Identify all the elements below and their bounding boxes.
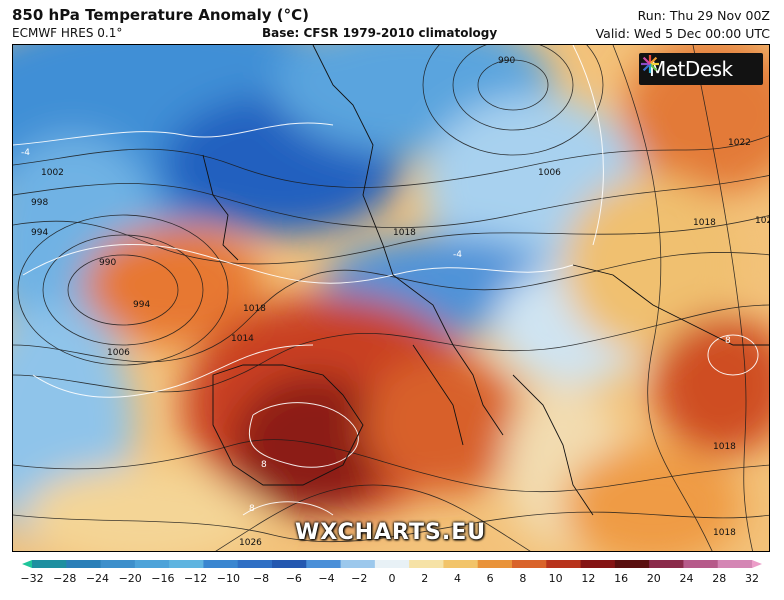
anomaly-map[interactable]: 1002 998 994 990 994 1006 1014 1018 1018 1006 990 1…: [12, 44, 770, 552]
map-contour-label: 1006: [107, 348, 130, 358]
run-time-label: Run: Thu 29 Nov 00Z: [637, 8, 770, 23]
colorbar-segment: [66, 560, 102, 568]
colorbar-tick-label: 8: [519, 572, 527, 585]
colorbar-tick-labels: −32 −28 −24 −20 −16 −12 −10 −8 −6 −4 −2 0 2 4 6 8 10 12 16…: [0, 572, 784, 592]
map-contour-label: 1026: [239, 538, 262, 548]
colorbar-tick-label: 4: [453, 572, 461, 585]
map-contour-label: 1006: [538, 168, 561, 178]
colorbar-segment: [32, 560, 67, 568]
colorbar-tick-label: 32: [745, 572, 759, 585]
colorbar-segment: [614, 560, 650, 568]
colorbar: [22, 560, 762, 568]
metdesk-logo-text: MetDesk: [649, 57, 733, 81]
colorbar-segment: [477, 560, 513, 568]
colorbar-segment: [580, 560, 616, 568]
colorbar-tick-label: 6: [486, 572, 494, 585]
map-contour-label: 1014: [231, 334, 254, 344]
colorbar-tick-label: 2: [421, 572, 429, 585]
colorbar-segment: [203, 560, 239, 568]
model-label: ECMWF HRES 0.1°: [12, 26, 123, 40]
map-contour-label: 8: [725, 336, 731, 346]
colorbar-tick-label: −16: [151, 572, 175, 585]
map-contour-label: 1018: [713, 528, 736, 538]
metdesk-star-icon: [641, 55, 659, 73]
map-contour-label: 8: [249, 504, 255, 514]
valid-time-label: Valid: Wed 5 Dec 00:00 UTC: [595, 26, 770, 41]
colorbar-tick-label: −10: [216, 572, 240, 585]
colorbar-segment: [169, 560, 204, 568]
colorbar-segment: [649, 560, 684, 568]
colorbar-tick-label: 0: [388, 572, 396, 585]
map-contour-label: 8: [261, 460, 267, 470]
map-contour-label: 1018: [243, 304, 266, 314]
colorbar-max-arrow: [752, 560, 762, 568]
colorbar-segment: [237, 560, 273, 568]
colorbar-min-arrow: [22, 560, 32, 568]
map-contour-label: 990: [99, 258, 116, 268]
colorbar-tick-label: −8: [252, 572, 270, 585]
colorbar-segment: [306, 560, 342, 568]
colorbar-segment: [134, 560, 170, 568]
colorbar-tick-label: 12: [581, 572, 596, 585]
colorbar-segment: [100, 560, 136, 568]
colorbar-tick-label: 10: [548, 572, 563, 585]
colorbar-tick-label: 28: [712, 572, 727, 585]
colorbar-segment: [512, 560, 547, 568]
colorbar-tick-label: −4: [318, 572, 335, 585]
metdesk-logo: MetDesk: [639, 53, 763, 85]
map-contour-label: 994: [133, 300, 150, 310]
colorbar-tick-label: −24: [85, 572, 110, 585]
colorbar-tick-label: −32: [20, 572, 44, 585]
map-contour-label: 998: [31, 198, 48, 208]
colorbar-tick-label: 24: [679, 572, 694, 585]
colorbar-segment: [374, 560, 410, 568]
map-contour-label: -4: [21, 148, 30, 158]
map-contour-label: -4: [453, 250, 462, 260]
colorbar-segment: [683, 560, 719, 568]
map-graphic: 1002 998 994 990 994 1006 1014 1018 1018 1006 990 1…: [13, 45, 770, 551]
colorbar-segment: [340, 560, 376, 568]
climatology-base-label: Base: CFSR 1979-2010 climatology: [262, 26, 498, 40]
colorbar-tick-label: −20: [118, 572, 142, 585]
colorbar-tick-label: −6: [285, 572, 302, 585]
wxcharts-watermark: WXCHARTS.EU: [295, 520, 487, 545]
colorbar-tick-label: −28: [53, 572, 77, 585]
colorbar-segment: [443, 560, 479, 568]
map-contour-label: 1026: [755, 216, 770, 226]
map-contour-label: 990: [498, 56, 515, 66]
colorbar-tick-label: 16: [614, 572, 629, 585]
colorbar-segment: [717, 560, 753, 568]
chart-title: 850 hPa Temperature Anomaly (°C): [12, 6, 309, 24]
map-contour-label: 1018: [393, 228, 416, 238]
colorbar-segment: [546, 560, 582, 568]
colorbar-tick-label: −12: [184, 572, 208, 585]
colorbar-tick-label: 20: [646, 572, 661, 585]
map-contour-label: 1022: [728, 138, 751, 148]
map-contour-label: 1018: [713, 442, 736, 452]
map-contour-label: 1002: [41, 168, 64, 178]
map-contour-label: 1018: [693, 218, 716, 228]
colorbar-segment: [272, 560, 307, 568]
map-contour-label: 994: [31, 228, 48, 238]
colorbar-tick-label: −2: [351, 572, 368, 585]
colorbar-segment: [409, 560, 444, 568]
